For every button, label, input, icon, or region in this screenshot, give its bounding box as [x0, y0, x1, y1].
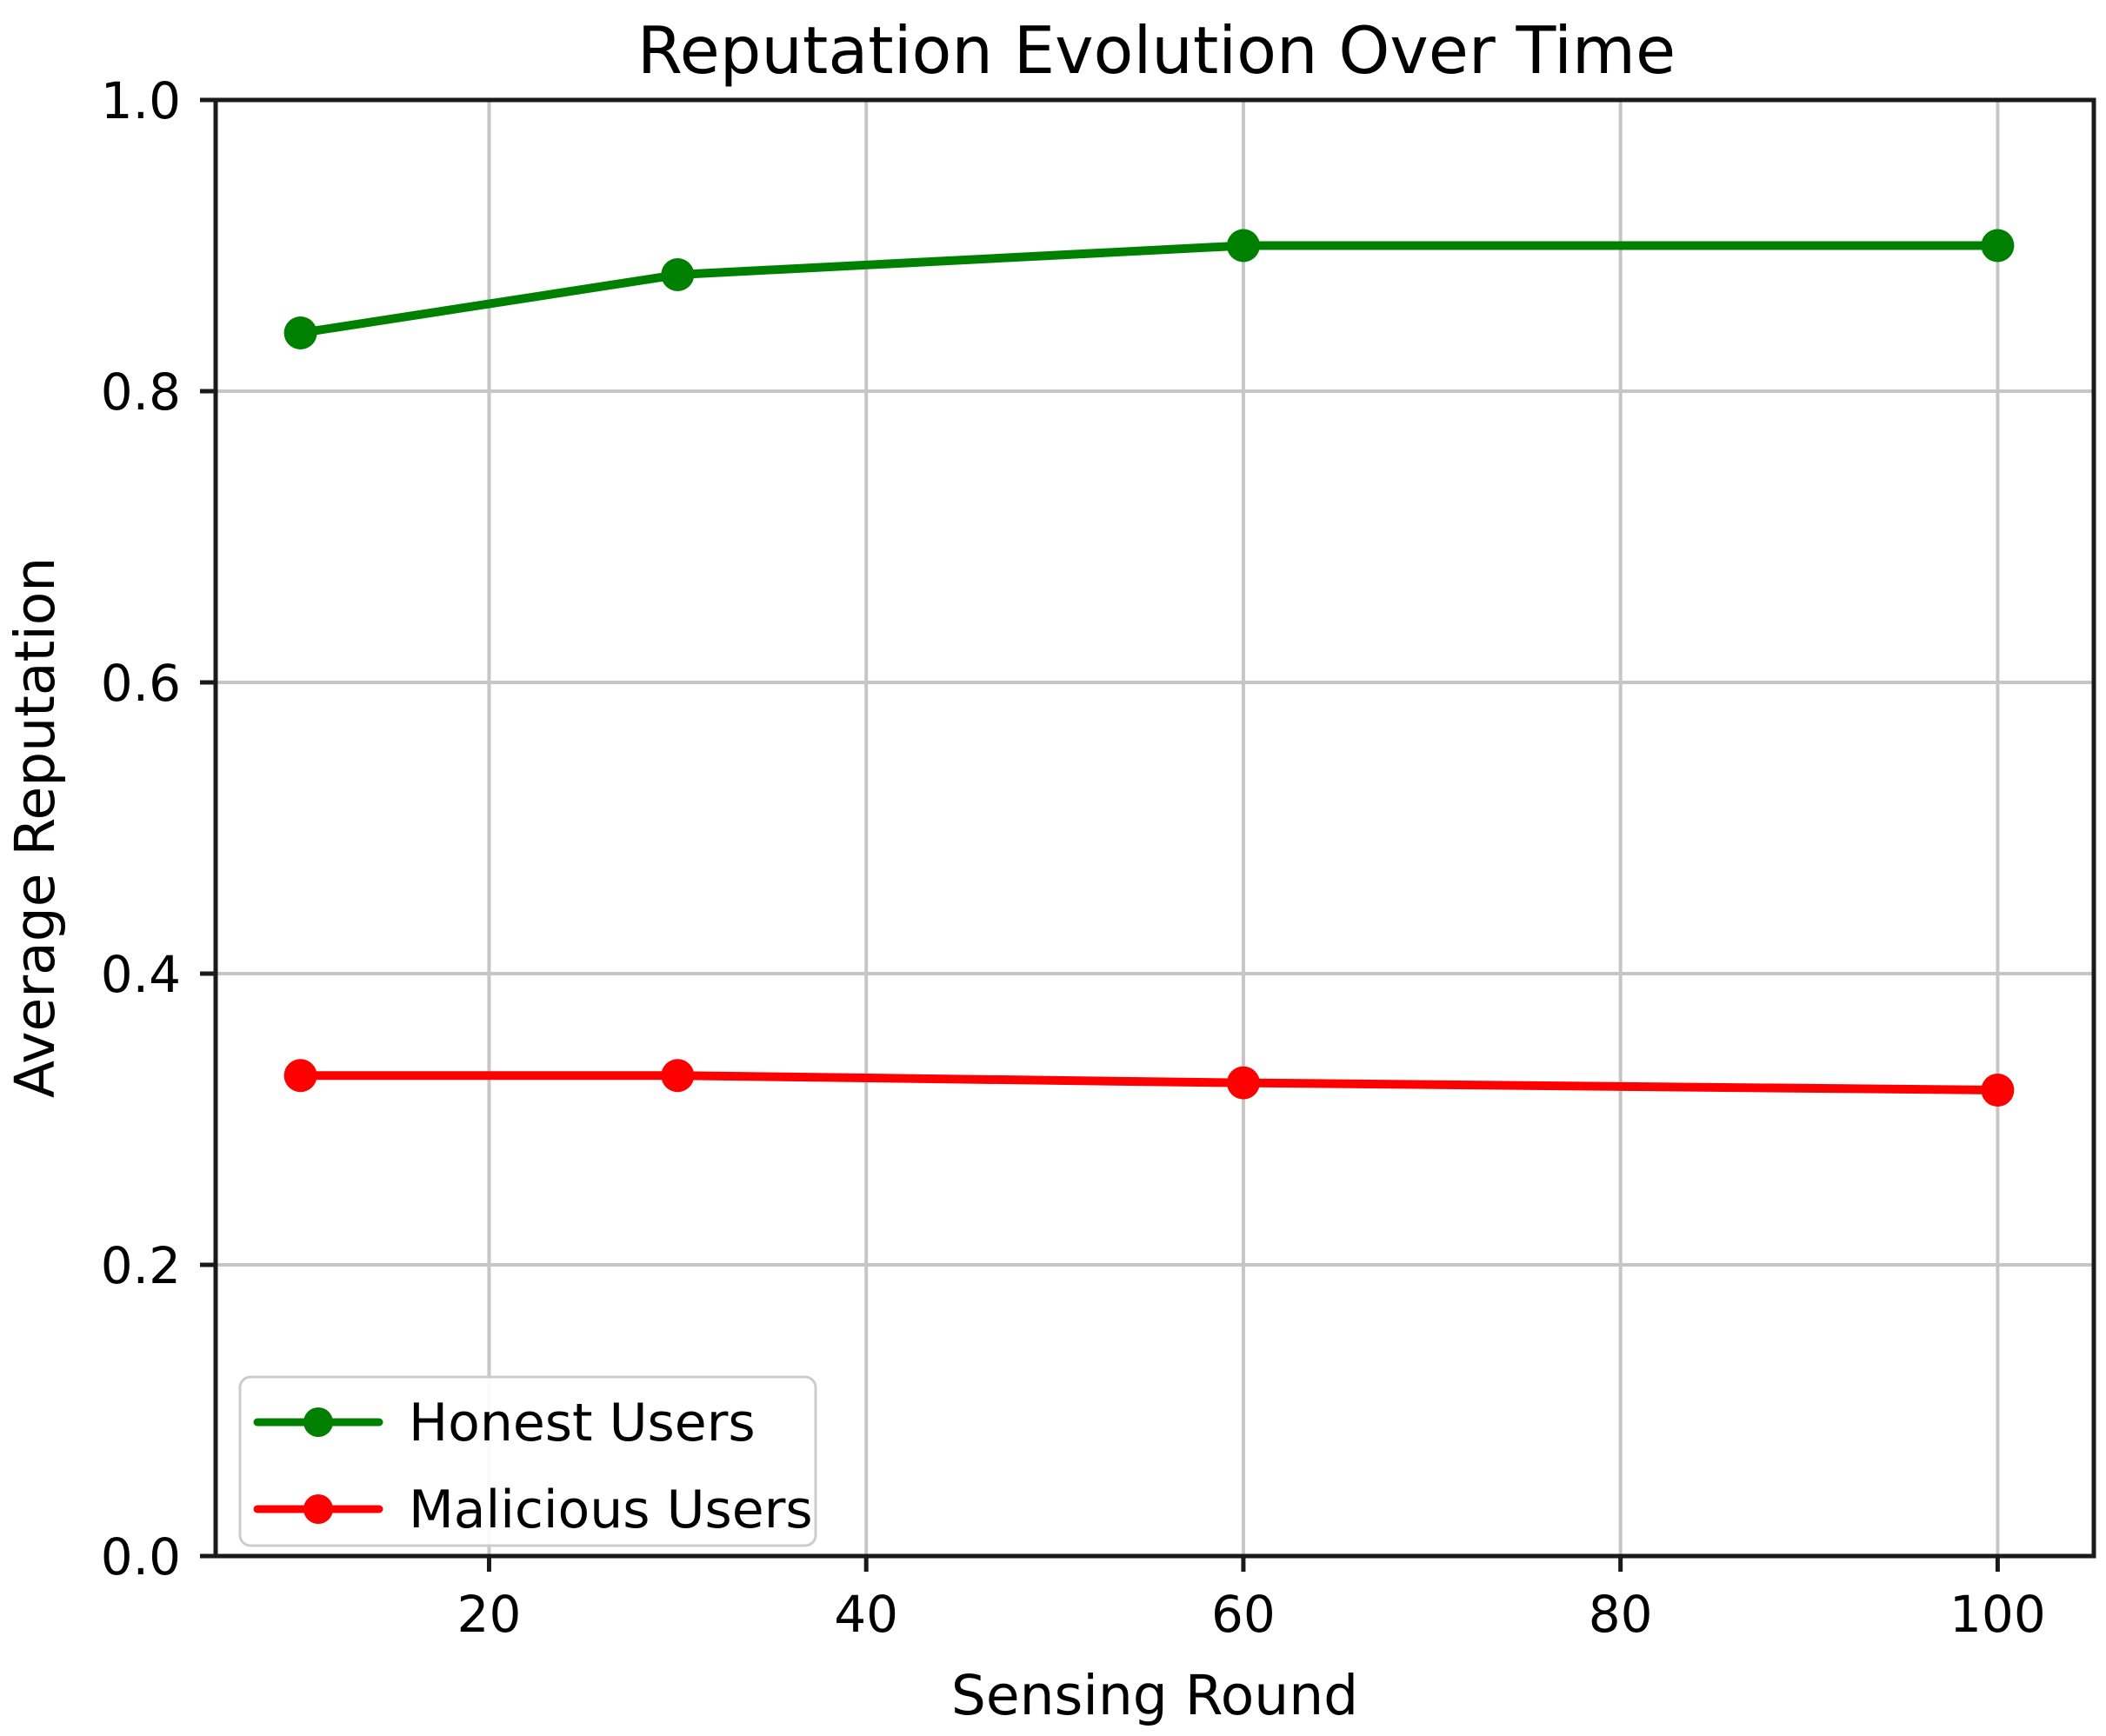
plot-area: 20 40 60 80 100 0.0 0.2 0.4 0.6 0.8 1.0 Honest User… [101, 71, 2096, 1644]
x-tick-label: 60 [1211, 1585, 1276, 1644]
data-point-honest-users [1981, 229, 2015, 263]
data-point-honest-users [283, 316, 317, 349]
y-axis-label: Average Reputation [3, 557, 67, 1098]
y-tick-label: 1.0 [101, 71, 181, 130]
legend-marker-honest-users [303, 1407, 333, 1437]
x-tick-label: 80 [1589, 1585, 1653, 1644]
series-line-malicious-users [296, 1071, 2003, 1094]
x-tick-label: 100 [1949, 1585, 2046, 1644]
data-point-honest-users [661, 258, 695, 291]
y-tick-label: 0.6 [101, 654, 181, 713]
chart-title: Reputation Evolution Over Time [637, 12, 1676, 89]
x-tick-label: 40 [834, 1585, 898, 1644]
data-point-malicious-users [661, 1059, 695, 1093]
data-point-malicious-users [1226, 1066, 1260, 1100]
data-point-malicious-users [1981, 1074, 2015, 1107]
x-tick-label: 20 [457, 1585, 522, 1644]
y-tick-label: 0.8 [101, 362, 181, 422]
data-point-honest-users [1226, 229, 1260, 263]
x-axis-label: Sensing Round [951, 1664, 1358, 1727]
y-tick-label: 0.2 [101, 1236, 181, 1295]
legend-label-honest-users: Honest Users [409, 1393, 756, 1453]
legend-box [238, 1375, 817, 1547]
y-tick-label: 0.0 [101, 1527, 181, 1586]
data-point-malicious-users [283, 1059, 317, 1093]
series-line-honest-users [296, 241, 2003, 337]
y-tick-label: 0.4 [101, 945, 181, 1004]
legend-marker-malicious-users [303, 1494, 333, 1524]
legend-label-malicious-users: Malicious Users [409, 1480, 813, 1540]
plot-border [213, 97, 2096, 1559]
